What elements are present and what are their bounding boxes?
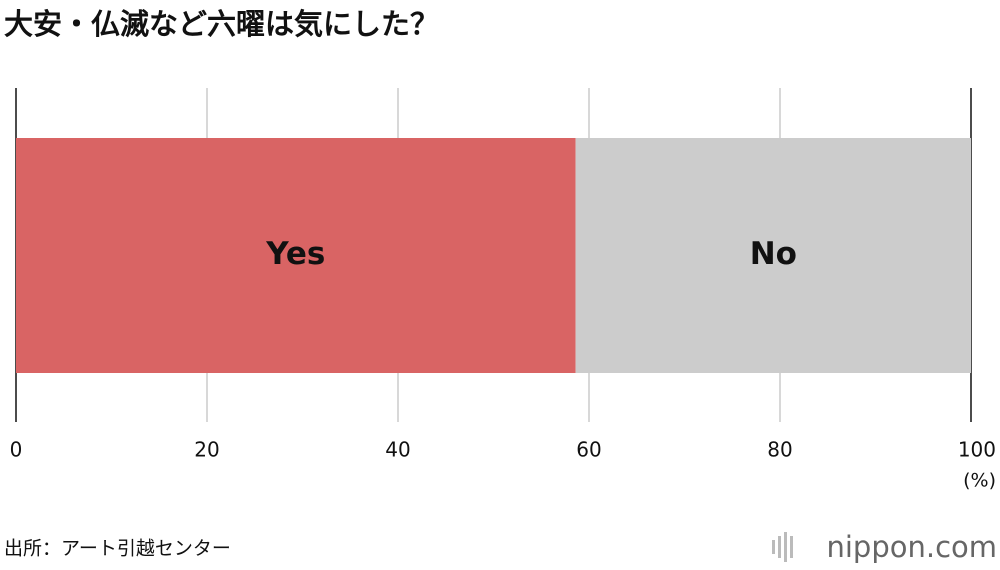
x-tick-label: 60 bbox=[576, 438, 601, 462]
x-tick-label: 0 bbox=[10, 438, 23, 462]
logo-icon bbox=[772, 532, 793, 562]
bar-label: No bbox=[750, 236, 797, 272]
x-unit: (%) bbox=[963, 470, 996, 492]
logo: nippon.com bbox=[826, 530, 997, 564]
x-tick-label: 40 bbox=[385, 438, 410, 462]
bar bbox=[16, 138, 576, 373]
bars bbox=[16, 138, 971, 373]
x-tick-label: 100 bbox=[958, 438, 996, 462]
x-tick-label: 20 bbox=[194, 438, 219, 462]
bar bbox=[575, 138, 971, 373]
source: 出所：アート引越センター bbox=[4, 538, 231, 560]
bar-label: Yes bbox=[265, 236, 325, 272]
chart-title: 大安・仏滅など六曜は気にした？ bbox=[4, 7, 439, 41]
x-tick-label: 80 bbox=[767, 438, 792, 462]
